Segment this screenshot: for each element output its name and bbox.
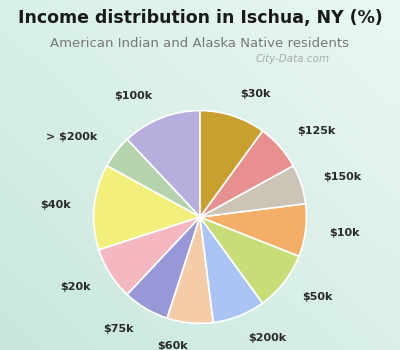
Text: $10k: $10k — [329, 228, 359, 238]
Text: American Indian and Alaska Native residents: American Indian and Alaska Native reside… — [50, 37, 350, 50]
Text: > $200k: > $200k — [46, 132, 98, 142]
Wedge shape — [127, 111, 200, 217]
Text: $60k: $60k — [157, 341, 188, 350]
Wedge shape — [107, 139, 200, 217]
Wedge shape — [94, 166, 200, 250]
Text: $200k: $200k — [248, 333, 286, 343]
Wedge shape — [200, 217, 262, 323]
Text: City-Data.com: City-Data.com — [256, 54, 330, 64]
Wedge shape — [200, 204, 306, 256]
Text: $125k: $125k — [297, 126, 336, 136]
Text: $150k: $150k — [324, 172, 362, 182]
Wedge shape — [99, 217, 200, 295]
Text: $100k: $100k — [114, 91, 152, 101]
Wedge shape — [127, 217, 200, 318]
Wedge shape — [200, 111, 262, 217]
Text: $75k: $75k — [104, 324, 134, 334]
Wedge shape — [200, 131, 293, 217]
Wedge shape — [200, 217, 299, 303]
Text: Income distribution in Ischua, NY (%): Income distribution in Ischua, NY (%) — [18, 9, 382, 27]
Text: $30k: $30k — [240, 89, 270, 99]
Text: $40k: $40k — [40, 200, 71, 210]
Text: $20k: $20k — [60, 281, 90, 292]
Wedge shape — [200, 166, 306, 217]
Text: $50k: $50k — [302, 292, 333, 302]
Wedge shape — [167, 217, 213, 323]
